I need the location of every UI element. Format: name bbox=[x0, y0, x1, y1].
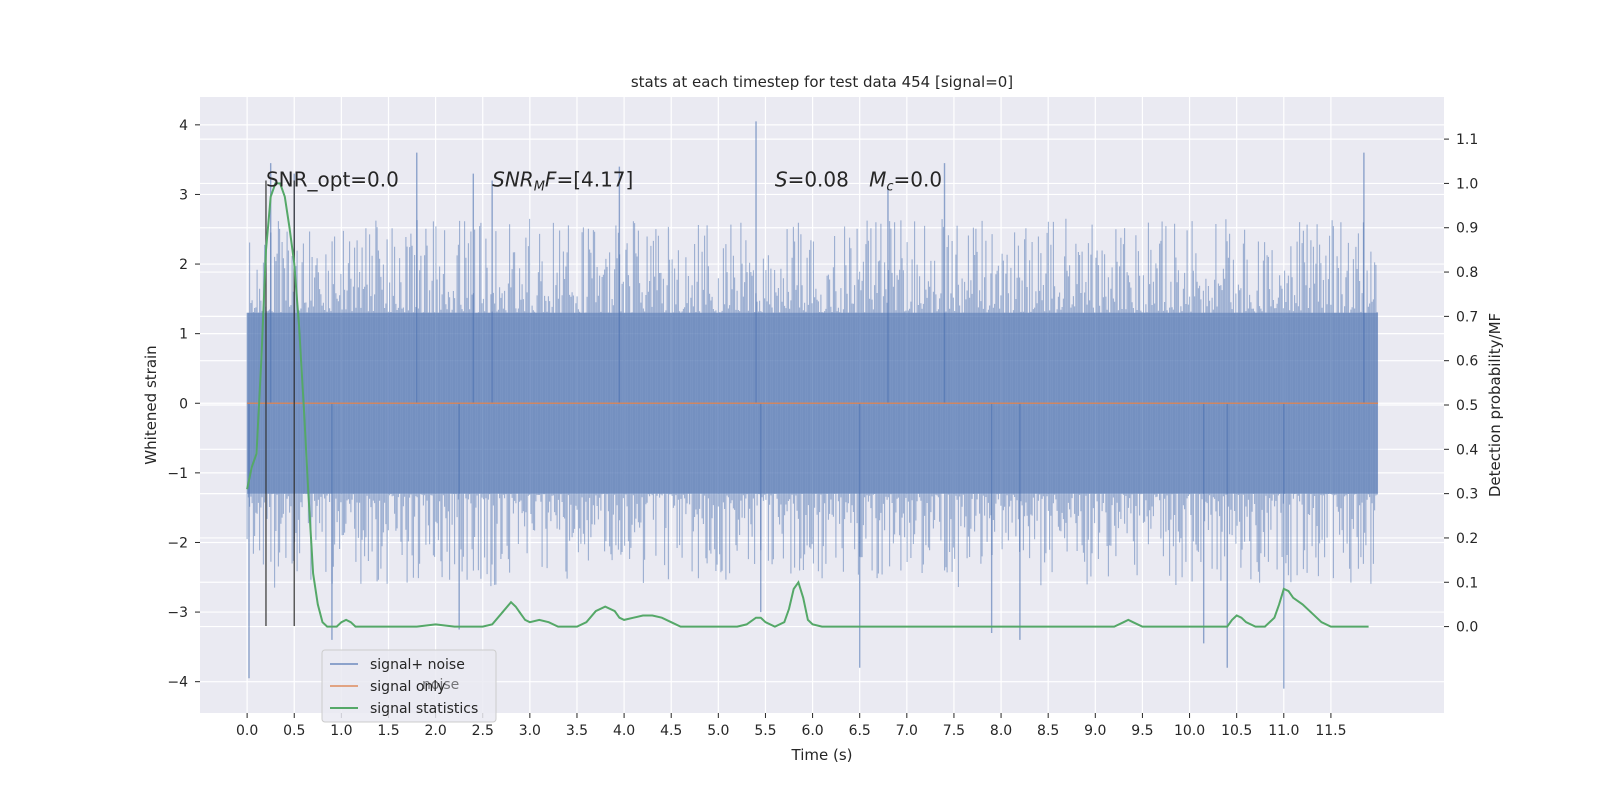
y-axis-ticks: 4 3 2 1 0 −1 −2 −3 −4 bbox=[167, 118, 200, 691]
x-tick-label: 8.5 bbox=[1037, 723, 1059, 739]
y-axis-label: Whitened strain bbox=[142, 345, 160, 464]
y-tick-label: 4 bbox=[179, 118, 188, 134]
legend: noise signal+ noise signal only signal stat… bbox=[321, 649, 497, 723]
x-tick-label: 8.0 bbox=[990, 723, 1012, 739]
y2-tick-label: 1.0 bbox=[1456, 176, 1478, 192]
y2-tick-label: 0.8 bbox=[1456, 265, 1478, 281]
y-tick-label: −1 bbox=[167, 466, 188, 482]
y-tick-label: −4 bbox=[167, 675, 188, 691]
x-tick-label: 9.0 bbox=[1084, 723, 1106, 739]
annotation: SNRMF=[4.17] bbox=[492, 168, 633, 195]
x-tick-label: 7.5 bbox=[943, 723, 965, 739]
x-tick-label: 3.5 bbox=[566, 723, 588, 739]
y-tick-label: 3 bbox=[179, 187, 188, 203]
legend-label: signal+ noise bbox=[370, 657, 465, 673]
x-tick-label: 1.5 bbox=[377, 723, 399, 739]
legend-ghost-text: noise bbox=[422, 677, 459, 693]
x-axis-ticks: 0.0 0.5 1.0 1.5 2.0 2.5 3.0 3.5 4.0 4.5 5.0 5.5 6.0 6… bbox=[236, 713, 1346, 739]
y-tick-label: 2 bbox=[179, 257, 188, 273]
y2-tick-label: 0.9 bbox=[1456, 221, 1478, 237]
y-tick-label: −2 bbox=[167, 535, 188, 551]
series-signal-statistics bbox=[246, 182, 1369, 628]
y2-tick-label: 0.3 bbox=[1456, 487, 1478, 503]
y2-tick-label: 0.5 bbox=[1456, 398, 1478, 414]
x-tick-label: 6.0 bbox=[801, 723, 823, 739]
y2-tick-label: 1.1 bbox=[1456, 132, 1478, 148]
y2-tick-label: 0.1 bbox=[1456, 575, 1478, 591]
x-tick-label: 2.5 bbox=[472, 723, 494, 739]
annotation: SNR_opt=0.0 bbox=[266, 168, 399, 192]
x-tick-label: 4.0 bbox=[613, 723, 635, 739]
x-tick-label: 11.5 bbox=[1315, 723, 1346, 739]
x-tick-label: 9.5 bbox=[1131, 723, 1153, 739]
annotations: SNR_opt=0.0 SNRMF=[4.17] S=0.08 Mc=0.0 bbox=[266, 168, 942, 195]
x-tick-label: 0.0 bbox=[236, 723, 258, 739]
x-axis-label: Time (s) bbox=[791, 746, 853, 764]
y2-tick-label: 0.6 bbox=[1456, 354, 1478, 370]
y2-tick-label: 0.7 bbox=[1456, 309, 1478, 325]
annotation: Mc=0.0 bbox=[869, 168, 942, 195]
y2-tick-label: 0.4 bbox=[1456, 442, 1478, 458]
x-tick-label: 2.0 bbox=[424, 723, 446, 739]
x-tick-label: 4.5 bbox=[660, 723, 682, 739]
y-tick-label: 0 bbox=[179, 396, 188, 412]
chart-title: stats at each timestep for test data 454… bbox=[631, 73, 1013, 91]
y2-tick-label: 0.2 bbox=[1456, 531, 1478, 547]
x-tick-label: 11.0 bbox=[1268, 723, 1299, 739]
x-tick-label: 5.5 bbox=[754, 723, 776, 739]
x-tick-label: 10.5 bbox=[1221, 723, 1252, 739]
x-tick-label: 6.5 bbox=[849, 723, 871, 739]
legend-label: signal only bbox=[370, 679, 445, 695]
y2-axis-ticks: 1.1 1.0 0.9 0.8 0.7 0.6 0.5 0.4 0.3 0.2 0.1 0.0 bbox=[1444, 132, 1478, 636]
legend-box bbox=[321, 649, 497, 723]
y2-tick-label: 0.0 bbox=[1456, 620, 1478, 636]
x-tick-label: 0.5 bbox=[283, 723, 305, 739]
y-tick-label: −3 bbox=[167, 605, 188, 621]
signal-statistics-line bbox=[246, 182, 1369, 628]
y-tick-label: 1 bbox=[179, 327, 188, 343]
annotation: S=0.08 bbox=[775, 168, 849, 192]
x-tick-label: 3.0 bbox=[519, 723, 541, 739]
x-tick-label: 1.0 bbox=[330, 723, 352, 739]
x-tick-label: 7.0 bbox=[896, 723, 918, 739]
legend-label: signal statistics bbox=[370, 701, 478, 717]
y2-axis-label: Detection probability/MF bbox=[1486, 313, 1504, 497]
x-tick-label: 10.0 bbox=[1174, 723, 1205, 739]
x-tick-label: 5.0 bbox=[707, 723, 729, 739]
